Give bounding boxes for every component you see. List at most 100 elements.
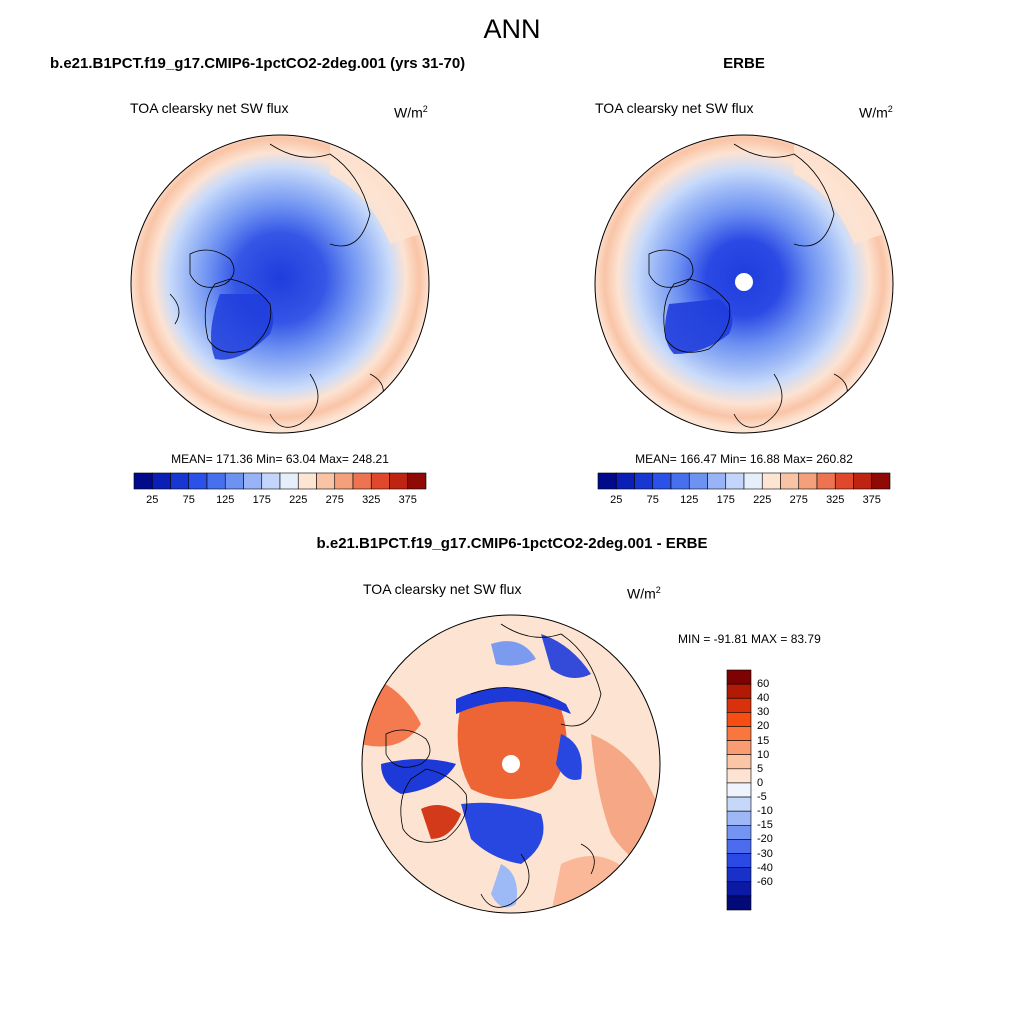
panel1-polar-map <box>130 134 430 434</box>
colorbar-swatch <box>726 810 752 826</box>
colorbar-tick-label: 25 <box>610 494 623 506</box>
panel2-stats: MEAN= 166.47 Min= 16.88 Max= 260.82 <box>635 452 853 466</box>
colorbar-tick-label: 25 <box>146 494 159 506</box>
colorbar-tick-label: -10 <box>757 805 773 818</box>
colorbar-swatch <box>726 697 752 713</box>
colorbar-swatch <box>652 472 672 490</box>
colorbar-swatch <box>726 726 752 741</box>
colorbar-tick-label: 275 <box>789 494 808 506</box>
colorbar-swatch <box>279 472 299 490</box>
colorbar-swatch <box>726 740 752 756</box>
colorbar-tick-label: 5 <box>757 762 764 775</box>
colorbar-swatch <box>743 472 763 490</box>
colorbar-swatch <box>597 472 617 490</box>
colorbar-swatch <box>726 853 752 868</box>
colorbar-swatch <box>370 472 390 490</box>
panel3-units: W/m2 <box>627 585 661 602</box>
panel3-colorbar <box>726 669 752 911</box>
colorbar-swatch <box>726 754 752 770</box>
colorbar-tick-label: 125 <box>680 494 699 506</box>
colorbar-tick-label: 175 <box>252 494 271 506</box>
panel3-case-title: b.e21.B1PCT.f19_g17.CMIP6-1pctCO2-2deg.0… <box>316 535 708 552</box>
colorbar-swatch <box>352 472 372 490</box>
colorbar-swatch <box>725 472 745 490</box>
colorbar-swatch <box>871 472 891 490</box>
colorbar-swatch <box>816 472 836 490</box>
panel3-stats: MIN = -91.81 MAX = 83.79 <box>678 632 821 646</box>
panel2-variable: TOA clearsky net SW flux <box>595 100 754 116</box>
panel1-colorbar <box>133 472 427 490</box>
colorbar-tick-label: -40 <box>757 861 773 874</box>
colorbar-tick-label: 375 <box>398 494 417 506</box>
colorbar-swatch <box>670 472 690 490</box>
colorbar-swatch <box>726 712 752 727</box>
colorbar-tick-label: 30 <box>757 706 770 719</box>
panel1-variable: TOA clearsky net SW flux <box>130 100 289 116</box>
colorbar-swatch <box>188 472 208 490</box>
colorbar-swatch <box>151 472 171 490</box>
colorbar-swatch <box>634 472 654 490</box>
colorbar-tick-label: 0 <box>757 776 764 789</box>
colorbar-tick-label: -5 <box>757 791 767 804</box>
colorbar-swatch <box>615 472 635 490</box>
colorbar-tick-label: 275 <box>325 494 344 506</box>
panel2-polar-map <box>594 134 894 434</box>
colorbar-tick-label: 75 <box>182 494 195 506</box>
panel2-colorbar-ticks: 25 75 125 175 225 275 325 375 <box>598 494 890 508</box>
colorbar-swatch <box>780 472 800 490</box>
colorbar-tick-label: -30 <box>757 847 773 860</box>
colorbar-swatch <box>261 472 281 490</box>
colorbar-swatch <box>726 881 752 897</box>
panel3-colorbar-ticks: 60 40 30 20 15 10 5 0 -5 -10 -15 -20 -30 -40 -60 <box>757 670 797 910</box>
panel3-variable: TOA clearsky net SW flux <box>363 581 522 597</box>
panel1-units: W/m2 <box>394 104 428 121</box>
colorbar-tick-label: -15 <box>757 819 773 832</box>
panel3-polar-map <box>361 614 661 914</box>
colorbar-swatch <box>726 796 752 812</box>
colorbar-swatch <box>334 472 354 490</box>
colorbar-tick-label: 325 <box>826 494 845 506</box>
colorbar-swatch <box>297 472 317 490</box>
colorbar-tick-label: -60 <box>757 875 773 888</box>
colorbar-swatch <box>726 683 752 699</box>
panel1-colorbar-ticks: 25 75 125 175 225 275 325 375 <box>134 494 426 508</box>
colorbar-tick-label: 10 <box>757 748 770 761</box>
colorbar-swatch <box>726 867 752 883</box>
colorbar-swatch <box>798 472 818 490</box>
page-title: ANN <box>483 14 541 44</box>
colorbar-swatch <box>170 472 190 490</box>
panel2-colorbar <box>597 472 891 490</box>
colorbar-swatch <box>761 472 781 490</box>
colorbar-swatch <box>726 895 752 911</box>
colorbar-tick-label: 175 <box>716 494 735 506</box>
colorbar-tick-label: 75 <box>646 494 659 506</box>
panel1-stats: MEAN= 171.36 Min= 63.04 Max= 248.21 <box>171 452 389 466</box>
colorbar-swatch <box>726 839 752 854</box>
colorbar-swatch <box>707 472 727 490</box>
panel1-case-title: b.e21.B1PCT.f19_g17.CMIP6-1pctCO2-2deg.0… <box>50 55 466 72</box>
colorbar-tick-label: 325 <box>362 494 381 506</box>
colorbar-tick-label: 225 <box>753 494 772 506</box>
colorbar-swatch <box>853 472 873 490</box>
panel2-units: W/m2 <box>859 104 893 121</box>
colorbar-tick-label: 20 <box>757 720 770 733</box>
colorbar-tick-label: 40 <box>757 692 770 705</box>
colorbar-swatch <box>726 768 752 784</box>
colorbar-tick-label: -20 <box>757 833 773 846</box>
colorbar-tick-label: 125 <box>216 494 235 506</box>
panel2-case-title: ERBE <box>723 55 765 72</box>
colorbar-swatch <box>726 824 752 840</box>
colorbar-swatch <box>726 669 752 685</box>
colorbar-swatch <box>133 472 153 490</box>
colorbar-swatch <box>224 472 244 490</box>
colorbar-tick-label: 15 <box>757 734 770 747</box>
colorbar-swatch <box>407 472 427 490</box>
colorbar-swatch <box>834 472 854 490</box>
colorbar-swatch <box>389 472 409 490</box>
colorbar-swatch <box>688 472 708 490</box>
colorbar-tick-label: 375 <box>862 494 881 506</box>
colorbar-swatch <box>206 472 226 490</box>
colorbar-tick-label: 225 <box>289 494 308 506</box>
colorbar-swatch <box>316 472 336 490</box>
colorbar-swatch <box>243 472 263 490</box>
